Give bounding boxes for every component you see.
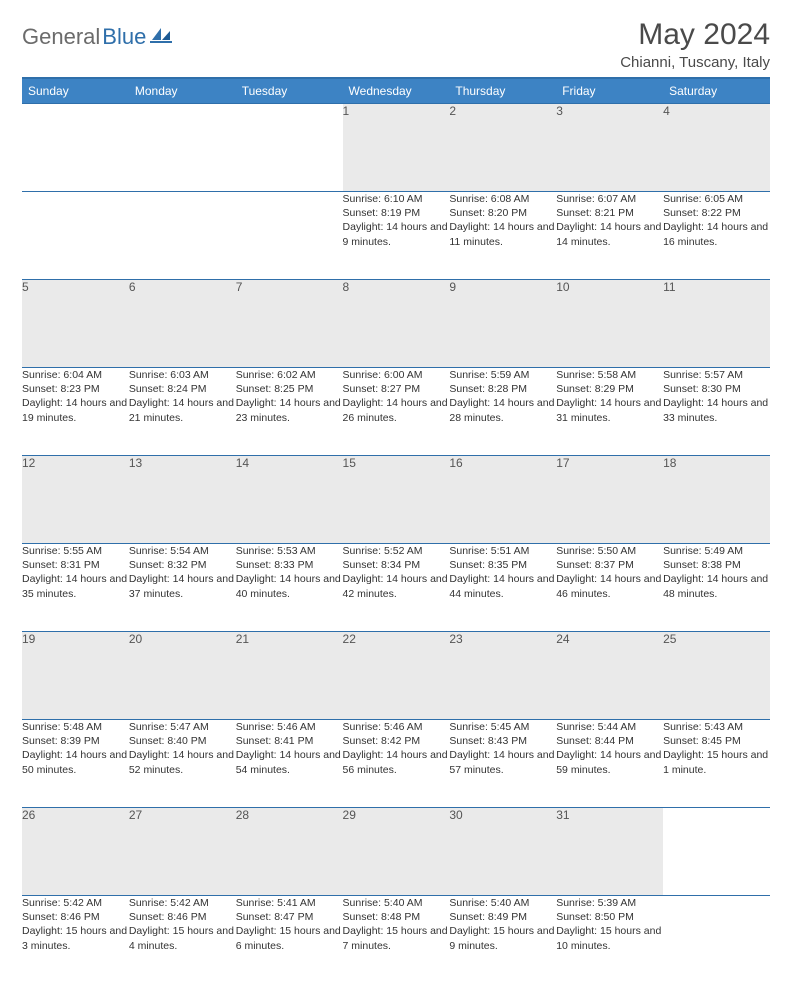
day-details-cell: Sunrise: 5:46 AMSunset: 8:42 PMDaylight:… bbox=[343, 720, 450, 808]
day-number-cell: 13 bbox=[129, 456, 236, 544]
logo: GeneralBlue bbox=[22, 18, 172, 50]
day-details-cell: Sunrise: 5:48 AMSunset: 8:39 PMDaylight:… bbox=[22, 720, 129, 808]
day-details-row: Sunrise: 5:48 AMSunset: 8:39 PMDaylight:… bbox=[22, 720, 770, 808]
day-details-cell: Sunrise: 5:50 AMSunset: 8:37 PMDaylight:… bbox=[556, 544, 663, 632]
day-details-cell bbox=[22, 192, 129, 280]
day-details-cell: Sunrise: 5:52 AMSunset: 8:34 PMDaylight:… bbox=[343, 544, 450, 632]
weekday-header: Wednesday bbox=[343, 78, 450, 104]
month-title: May 2024 bbox=[620, 18, 770, 52]
day-number-cell: 1 bbox=[343, 104, 450, 192]
day-number-row: 1234 bbox=[22, 104, 770, 192]
day-details-cell: Sunrise: 5:57 AMSunset: 8:30 PMDaylight:… bbox=[663, 368, 770, 456]
day-details-cell: Sunrise: 5:54 AMSunset: 8:32 PMDaylight:… bbox=[129, 544, 236, 632]
logo-text-general: General bbox=[22, 24, 100, 50]
day-details-cell: Sunrise: 5:40 AMSunset: 8:49 PMDaylight:… bbox=[449, 896, 556, 984]
day-details-cell: Sunrise: 6:05 AMSunset: 8:22 PMDaylight:… bbox=[663, 192, 770, 280]
day-details-cell: Sunrise: 5:55 AMSunset: 8:31 PMDaylight:… bbox=[22, 544, 129, 632]
day-details-cell bbox=[236, 192, 343, 280]
day-number-cell: 8 bbox=[343, 280, 450, 368]
day-number-cell: 21 bbox=[236, 632, 343, 720]
day-number-cell: 15 bbox=[343, 456, 450, 544]
weekday-header: Sunday bbox=[22, 78, 129, 104]
day-number-cell bbox=[129, 104, 236, 192]
day-number-cell: 25 bbox=[663, 632, 770, 720]
day-number-cell: 18 bbox=[663, 456, 770, 544]
day-details-cell: Sunrise: 5:44 AMSunset: 8:44 PMDaylight:… bbox=[556, 720, 663, 808]
day-number-cell: 20 bbox=[129, 632, 236, 720]
sail-icon bbox=[150, 26, 172, 49]
day-number-cell: 10 bbox=[556, 280, 663, 368]
day-number-cell: 29 bbox=[343, 808, 450, 896]
day-number-row: 12131415161718 bbox=[22, 456, 770, 544]
day-details-cell: Sunrise: 6:10 AMSunset: 8:19 PMDaylight:… bbox=[343, 192, 450, 280]
day-number-cell: 5 bbox=[22, 280, 129, 368]
weekday-header: Saturday bbox=[663, 78, 770, 104]
day-details-cell: Sunrise: 6:04 AMSunset: 8:23 PMDaylight:… bbox=[22, 368, 129, 456]
day-number-cell: 28 bbox=[236, 808, 343, 896]
day-number-cell: 9 bbox=[449, 280, 556, 368]
day-details-cell bbox=[129, 192, 236, 280]
day-details-cell: Sunrise: 5:43 AMSunset: 8:45 PMDaylight:… bbox=[663, 720, 770, 808]
day-details-cell: Sunrise: 6:02 AMSunset: 8:25 PMDaylight:… bbox=[236, 368, 343, 456]
day-details-cell: Sunrise: 5:49 AMSunset: 8:38 PMDaylight:… bbox=[663, 544, 770, 632]
day-number-cell bbox=[663, 808, 770, 896]
day-number-cell: 3 bbox=[556, 104, 663, 192]
day-number-cell: 16 bbox=[449, 456, 556, 544]
day-details-row: Sunrise: 5:55 AMSunset: 8:31 PMDaylight:… bbox=[22, 544, 770, 632]
day-details-cell bbox=[663, 896, 770, 984]
day-details-cell: Sunrise: 5:39 AMSunset: 8:50 PMDaylight:… bbox=[556, 896, 663, 984]
calendar-table: Sunday Monday Tuesday Wednesday Thursday… bbox=[22, 77, 770, 984]
day-number-cell: 17 bbox=[556, 456, 663, 544]
day-details-cell: Sunrise: 5:59 AMSunset: 8:28 PMDaylight:… bbox=[449, 368, 556, 456]
day-number-cell: 19 bbox=[22, 632, 129, 720]
day-number-row: 19202122232425 bbox=[22, 632, 770, 720]
weekday-header: Thursday bbox=[449, 78, 556, 104]
day-number-cell: 6 bbox=[129, 280, 236, 368]
day-number-cell: 26 bbox=[22, 808, 129, 896]
day-number-cell: 14 bbox=[236, 456, 343, 544]
day-details-cell: Sunrise: 5:46 AMSunset: 8:41 PMDaylight:… bbox=[236, 720, 343, 808]
day-details-cell: Sunrise: 5:42 AMSunset: 8:46 PMDaylight:… bbox=[22, 896, 129, 984]
day-number-cell: 31 bbox=[556, 808, 663, 896]
day-details-row: Sunrise: 5:42 AMSunset: 8:46 PMDaylight:… bbox=[22, 896, 770, 984]
day-details-cell: Sunrise: 5:51 AMSunset: 8:35 PMDaylight:… bbox=[449, 544, 556, 632]
day-details-cell: Sunrise: 6:00 AMSunset: 8:27 PMDaylight:… bbox=[343, 368, 450, 456]
weekday-header: Monday bbox=[129, 78, 236, 104]
day-number-cell bbox=[22, 104, 129, 192]
day-number-cell: 27 bbox=[129, 808, 236, 896]
title-block: May 2024 Chianni, Tuscany, Italy bbox=[620, 18, 770, 71]
day-number-cell: 22 bbox=[343, 632, 450, 720]
day-number-cell: 12 bbox=[22, 456, 129, 544]
day-details-cell: Sunrise: 5:53 AMSunset: 8:33 PMDaylight:… bbox=[236, 544, 343, 632]
calendar-page: GeneralBlue May 2024 Chianni, Tuscany, I… bbox=[0, 0, 792, 1002]
day-number-cell: 23 bbox=[449, 632, 556, 720]
day-details-row: Sunrise: 6:04 AMSunset: 8:23 PMDaylight:… bbox=[22, 368, 770, 456]
weekday-header: Friday bbox=[556, 78, 663, 104]
day-number-row: 262728293031 bbox=[22, 808, 770, 896]
day-number-cell bbox=[236, 104, 343, 192]
day-number-cell: 30 bbox=[449, 808, 556, 896]
day-details-cell: Sunrise: 5:41 AMSunset: 8:47 PMDaylight:… bbox=[236, 896, 343, 984]
day-number-cell: 4 bbox=[663, 104, 770, 192]
weekday-header-row: Sunday Monday Tuesday Wednesday Thursday… bbox=[22, 78, 770, 104]
logo-text-blue: Blue bbox=[102, 24, 146, 50]
day-number-row: 567891011 bbox=[22, 280, 770, 368]
day-details-cell: Sunrise: 5:58 AMSunset: 8:29 PMDaylight:… bbox=[556, 368, 663, 456]
day-details-cell: Sunrise: 5:45 AMSunset: 8:43 PMDaylight:… bbox=[449, 720, 556, 808]
day-details-cell: Sunrise: 5:47 AMSunset: 8:40 PMDaylight:… bbox=[129, 720, 236, 808]
page-header: GeneralBlue May 2024 Chianni, Tuscany, I… bbox=[22, 18, 770, 71]
day-details-cell: Sunrise: 6:07 AMSunset: 8:21 PMDaylight:… bbox=[556, 192, 663, 280]
day-details-cell: Sunrise: 6:03 AMSunset: 8:24 PMDaylight:… bbox=[129, 368, 236, 456]
location-label: Chianni, Tuscany, Italy bbox=[620, 54, 770, 71]
weekday-header: Tuesday bbox=[236, 78, 343, 104]
day-details-cell: Sunrise: 6:08 AMSunset: 8:20 PMDaylight:… bbox=[449, 192, 556, 280]
day-number-cell: 11 bbox=[663, 280, 770, 368]
day-number-cell: 2 bbox=[449, 104, 556, 192]
day-details-cell: Sunrise: 5:40 AMSunset: 8:48 PMDaylight:… bbox=[343, 896, 450, 984]
day-details-cell: Sunrise: 5:42 AMSunset: 8:46 PMDaylight:… bbox=[129, 896, 236, 984]
day-number-cell: 7 bbox=[236, 280, 343, 368]
day-details-row: Sunrise: 6:10 AMSunset: 8:19 PMDaylight:… bbox=[22, 192, 770, 280]
day-number-cell: 24 bbox=[556, 632, 663, 720]
